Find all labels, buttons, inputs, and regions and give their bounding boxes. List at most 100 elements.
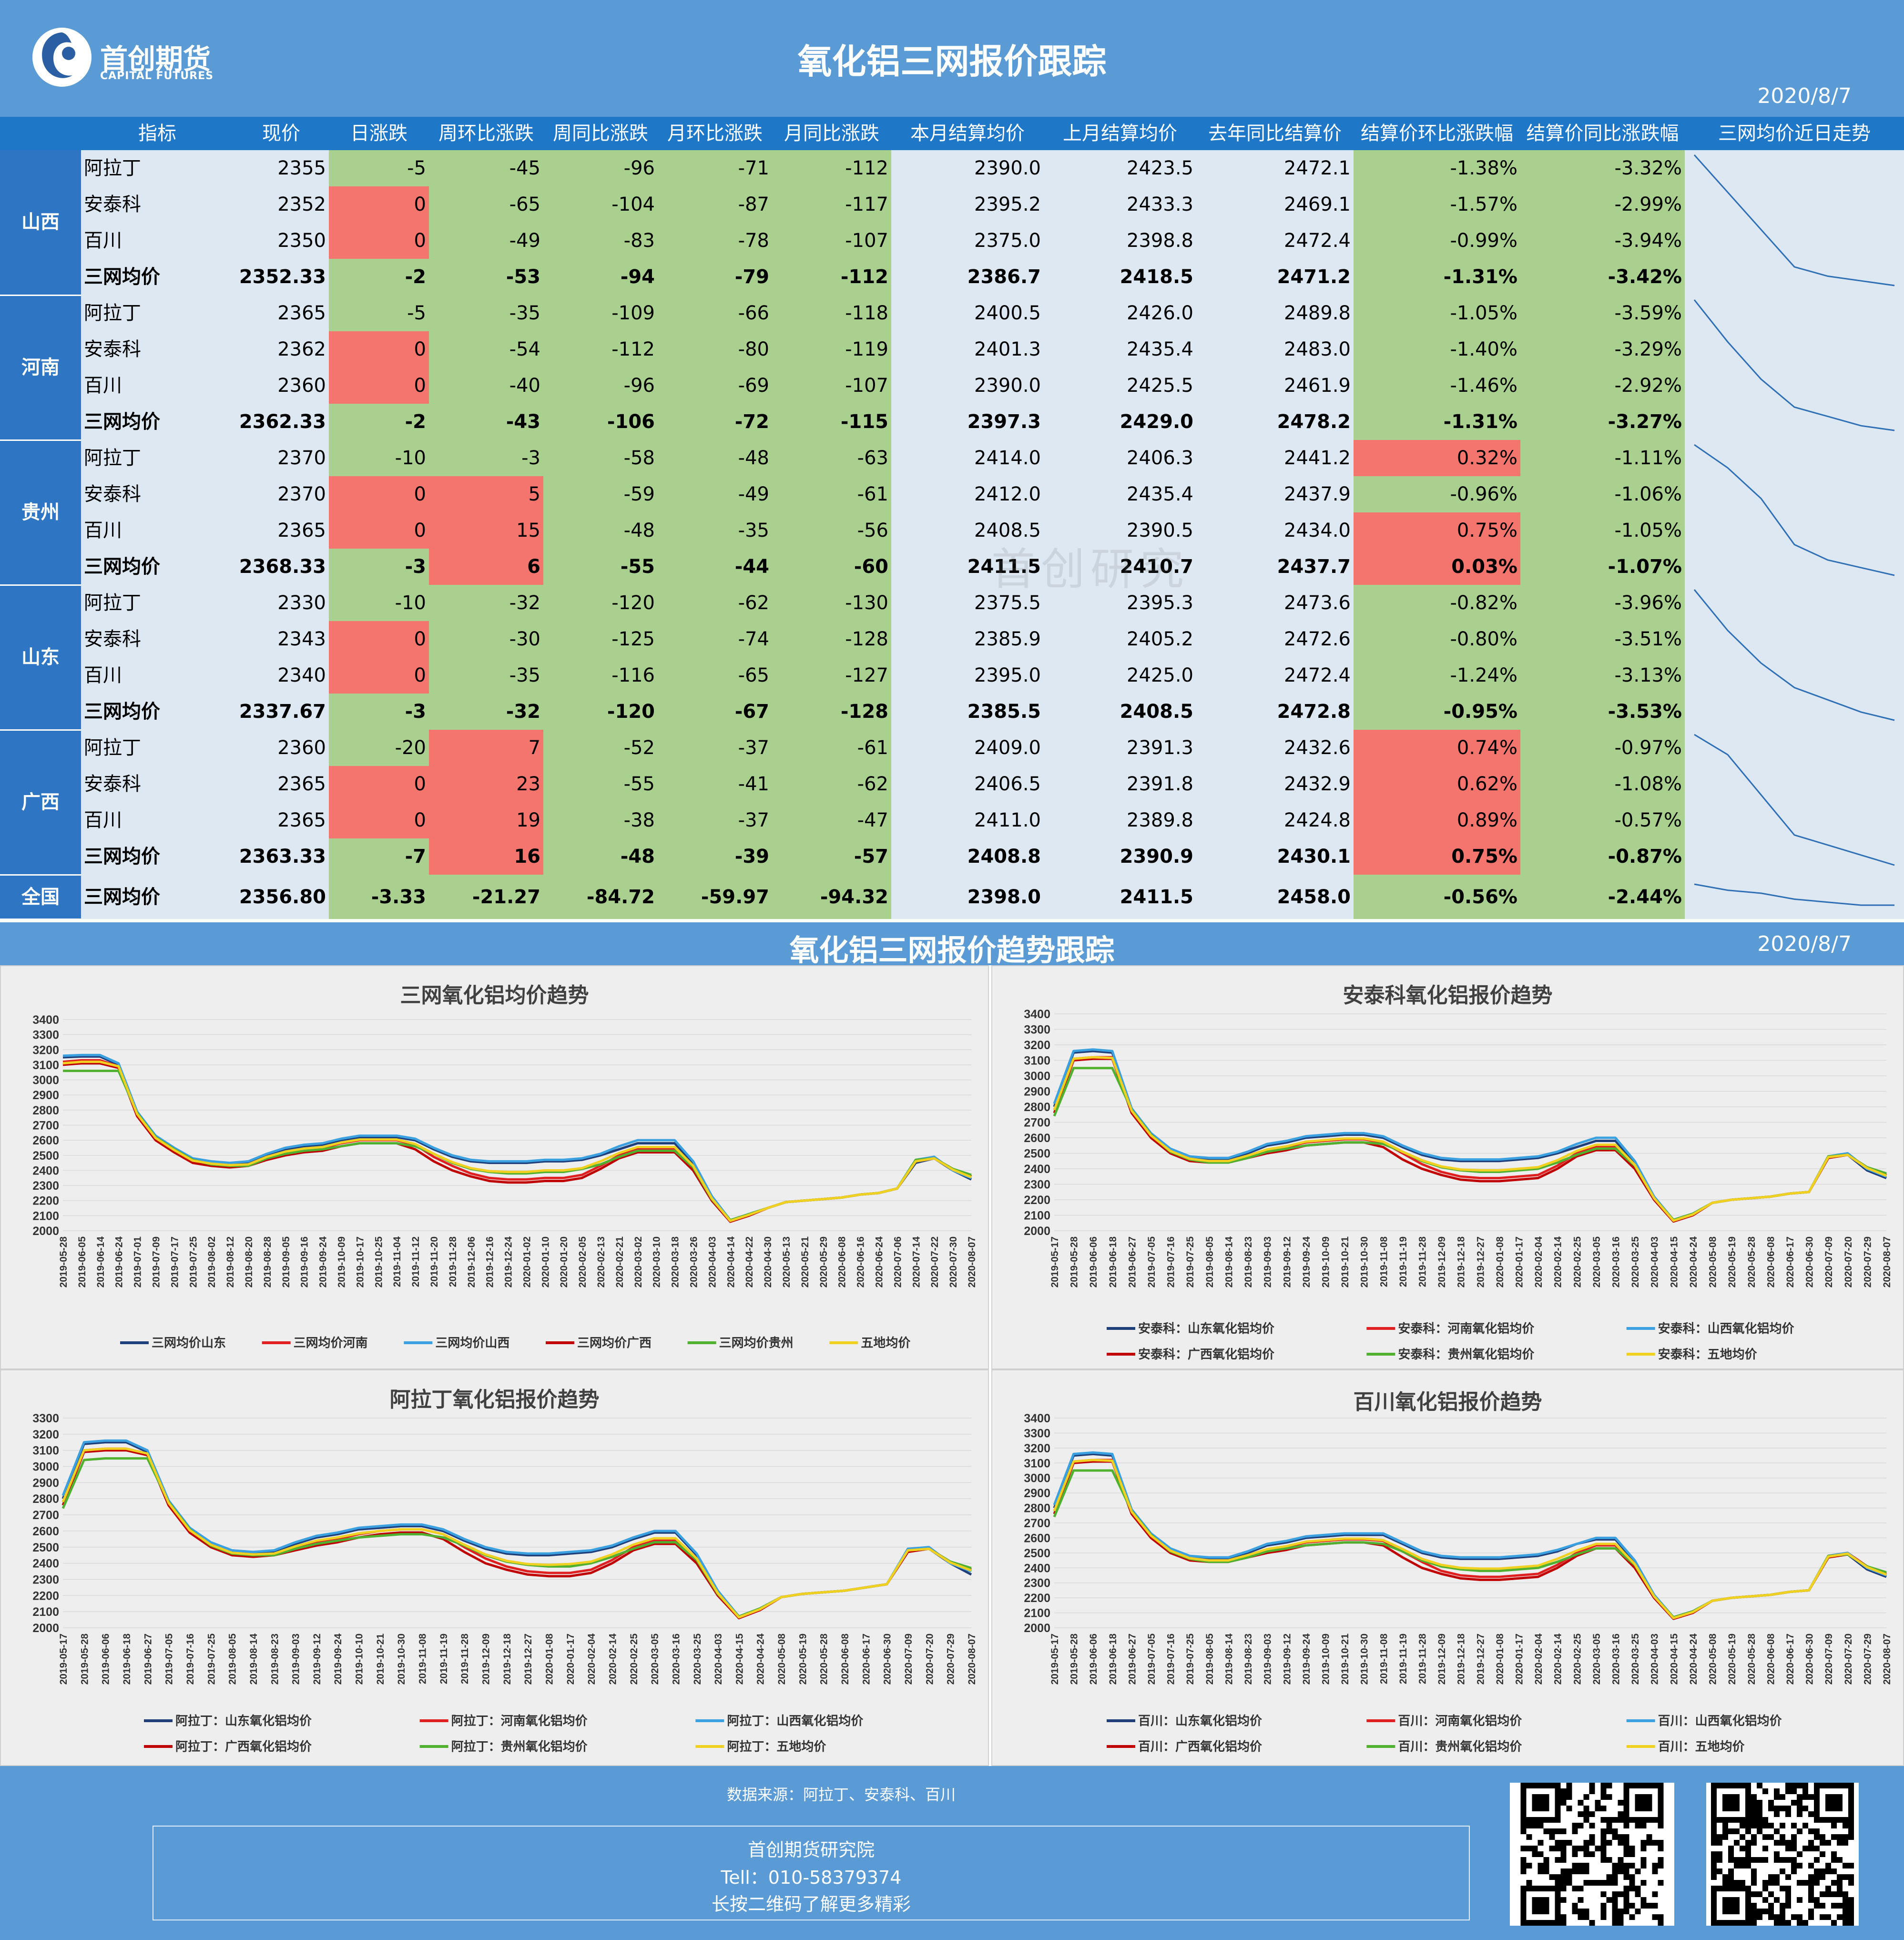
row-label: 三网均价 xyxy=(81,549,234,585)
x-tick-label: 2020-04-24 xyxy=(1688,1236,1699,1288)
region-label: 广西 xyxy=(0,730,81,876)
x-tick-label: 2020-07-20 xyxy=(924,1634,935,1685)
x-tick-label: 2019-06-27 xyxy=(1127,1634,1138,1685)
trend-sparkline xyxy=(1685,295,1904,440)
column-header: 周同比涨跌 xyxy=(543,117,658,150)
cell-my: -47 xyxy=(772,802,891,838)
cell-r2: -3.27% xyxy=(1520,404,1685,440)
legend-label: 安泰科：山西氧化铝均价 xyxy=(1658,1321,1795,1336)
cell-r2: -3.59% xyxy=(1520,295,1685,331)
x-tick-label: 2019-08-28 xyxy=(262,1236,273,1288)
x-tick-label: 2019-10-10 xyxy=(354,1634,365,1685)
y-tick-label: 2800 xyxy=(1024,1101,1050,1114)
x-tick-label: 2019-07-25 xyxy=(188,1236,199,1288)
legend-label: 安泰科：广西氧化铝均价 xyxy=(1138,1347,1275,1361)
cell-r1: -0.82% xyxy=(1354,585,1520,621)
y-tick-label: 2400 xyxy=(32,1164,59,1177)
y-tick-label: 3000 xyxy=(32,1074,59,1087)
x-tick-label: 2019-09-24 xyxy=(318,1236,329,1288)
x-tick-label: 2019-11-28 xyxy=(1417,1236,1428,1287)
cell-p: 2360 xyxy=(234,730,329,766)
cell-r1: -0.99% xyxy=(1354,223,1520,259)
cell-m: -79 xyxy=(658,259,772,295)
chart-panel-aladdin: 2000 2100 2200 2300 2400 2500 2600 2700 2800 2900… xyxy=(0,1369,989,1766)
cell-wy: -48 xyxy=(543,838,658,875)
cell-d: -5 xyxy=(329,150,429,186)
x-tick-label: 2019-05-28 xyxy=(79,1634,90,1685)
x-tick-label: 2020-02-25 xyxy=(1572,1634,1583,1685)
cell-r2: -3.51% xyxy=(1520,621,1685,657)
section2-date: 2020/8/7 xyxy=(1757,932,1852,956)
x-tick-label: 2020-02-04 xyxy=(1533,1634,1544,1685)
x-tick-label: 2020-08-07 xyxy=(1882,1634,1893,1685)
series-line xyxy=(1053,1459,1887,1620)
x-tick-label: 2020-03-18 xyxy=(670,1236,681,1288)
x-tick-label: 2020-05-28 xyxy=(1746,1236,1757,1288)
cell-d: -3 xyxy=(329,549,429,585)
cell-s1: 2409.0 xyxy=(891,730,1044,766)
cell-d: -2 xyxy=(329,259,429,295)
x-tick-label: 2020-05-28 xyxy=(819,1634,830,1685)
cell-p: 2337.67 xyxy=(234,694,329,730)
x-tick-label: 2019-12-24 xyxy=(503,1236,514,1288)
cell-p: 2362 xyxy=(234,331,329,368)
x-tick-label: 2020-03-25 xyxy=(692,1634,703,1685)
cell-m: -59.97 xyxy=(658,875,772,919)
cell-d: -5 xyxy=(329,295,429,331)
cell-wy: -96 xyxy=(543,150,658,186)
x-tick-label: 2020-05-08 xyxy=(776,1634,787,1685)
legend-label: 阿拉丁：广西氧化铝均价 xyxy=(175,1739,312,1754)
x-tick-label: 2020-04-03 xyxy=(713,1634,724,1685)
cell-wy: -55 xyxy=(543,549,658,585)
y-tick-label: 2200 xyxy=(32,1589,59,1603)
cell-s2: 2435.4 xyxy=(1044,331,1196,368)
cell-my: -118 xyxy=(772,295,891,331)
row-label: 百川 xyxy=(81,368,234,404)
column-header: 指标 xyxy=(81,117,234,150)
y-tick-label: 2500 xyxy=(32,1149,59,1163)
cell-m: -37 xyxy=(658,802,772,838)
x-tick-label: 2019-08-23 xyxy=(1243,1236,1254,1287)
x-tick-label: 2020-02-05 xyxy=(577,1236,588,1288)
cell-m: -44 xyxy=(658,549,772,585)
qr-code-app-icon[interactable] xyxy=(1706,1783,1859,1926)
series-line xyxy=(62,1061,972,1222)
y-tick-label: 3300 xyxy=(32,1029,59,1042)
x-tick-label: 2019-12-18 xyxy=(502,1634,513,1685)
header-blank xyxy=(0,117,81,150)
cell-r1: -0.56% xyxy=(1354,875,1520,919)
legend-label: 百川：贵州氧化铝均价 xyxy=(1398,1739,1522,1754)
trend-sparkline xyxy=(1685,150,1904,295)
x-tick-label: 2020-03-25 xyxy=(1630,1236,1641,1288)
x-tick-label: 2020-04-24 xyxy=(1688,1634,1699,1685)
x-tick-label: 2020-07-09 xyxy=(903,1634,914,1685)
qr-code-wechat-icon[interactable] xyxy=(1510,1783,1674,1926)
x-tick-label: 2019-05-17 xyxy=(1049,1634,1060,1685)
cell-s1: 2386.7 xyxy=(891,259,1044,295)
x-tick-label: 2020-06-17 xyxy=(1785,1634,1796,1685)
legend-label: 百川：山东氧化铝均价 xyxy=(1138,1714,1263,1728)
x-tick-label: 2020-02-14 xyxy=(1553,1236,1564,1288)
cell-s3: 2471.2 xyxy=(1196,259,1354,295)
cell-p: 2368.33 xyxy=(234,549,329,585)
cell-s2: 2418.5 xyxy=(1044,259,1196,295)
cell-s1: 2390.0 xyxy=(891,150,1044,186)
table-row: 三网均价 2337.67 -3 -32 -120 -67 -128 2385.5 2408.5 2… xyxy=(0,694,1904,730)
x-tick-label: 2019-11-20 xyxy=(429,1236,440,1287)
cell-w: -35 xyxy=(429,295,543,331)
x-tick-label: 2019-08-14 xyxy=(1223,1236,1234,1288)
x-tick-label: 2019-10-09 xyxy=(1320,1634,1331,1685)
y-tick-label: 3200 xyxy=(32,1428,59,1441)
legend-label: 阿拉丁：山西氧化铝均价 xyxy=(727,1714,864,1728)
column-header: 三网均价近日走势 xyxy=(1685,117,1904,150)
logo: 首创期货 CAPITAL FUTURES xyxy=(29,17,229,98)
line-chart: 2000 2100 2200 2300 2400 2500 2600 2700 2800 2900… xyxy=(1024,1008,1893,1361)
cell-s1: 2390.0 xyxy=(891,368,1044,404)
cell-m: -41 xyxy=(658,766,772,802)
region-label: 河南 xyxy=(0,295,81,441)
x-tick-label: 2019-10-30 xyxy=(1359,1634,1370,1685)
cell-w: -40 xyxy=(429,368,543,404)
cell-r1: -1.05% xyxy=(1354,295,1520,331)
cell-d: 0 xyxy=(329,476,429,512)
column-header: 结算价环比涨跌幅 xyxy=(1354,117,1520,150)
